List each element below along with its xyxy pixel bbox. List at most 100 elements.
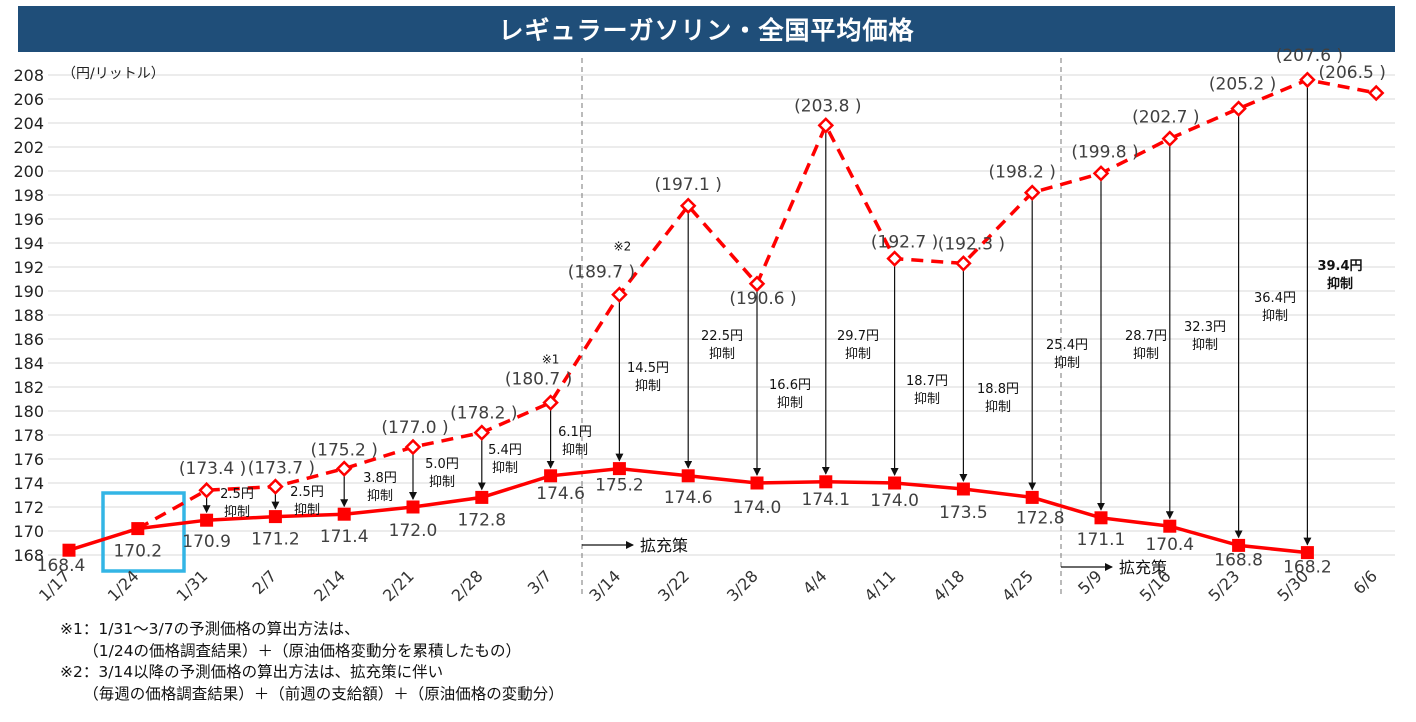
actual-point (62, 543, 76, 557)
suppression-text-label: 抑制 (562, 443, 588, 458)
predicted-point (611, 286, 628, 303)
actual-point (268, 510, 282, 524)
y-tick-label: 202 (13, 138, 44, 157)
y-tick-label: 170 (13, 522, 44, 541)
x-tick-label: 2/21 (379, 566, 418, 605)
predicted-value-label: (198.2 ) (989, 163, 1056, 183)
suppression-amount-label: 18.8円 (977, 382, 1019, 397)
suppression-amount-label: 39.4円 (1317, 259, 1362, 274)
suppression-amount-label: 5.0円 (425, 457, 459, 472)
predicted-point (335, 460, 353, 477)
suppression-text-label: 抑制 (367, 489, 393, 504)
actual-value-label: 168.2 (1283, 558, 1332, 578)
x-tick-label: 6/6 (1349, 566, 1381, 598)
suppression-amount-label: 2.5円 (220, 487, 254, 502)
y-tick-label: 178 (13, 426, 44, 445)
y-tick-label: 204 (13, 114, 44, 133)
suppression-text-label: 抑制 (294, 503, 320, 518)
predicted-point (679, 197, 697, 215)
actual-point (612, 462, 626, 476)
suppression-text-label: 抑制 (635, 379, 661, 394)
predicted-point (267, 478, 284, 495)
predicted-value-label: (205.2 ) (1209, 75, 1276, 95)
y-tick-label: 194 (13, 234, 44, 253)
suppression-text-label: 抑制 (1133, 347, 1159, 362)
predicted-point (1023, 184, 1041, 201)
actual-value-label: 170.2 (113, 542, 162, 562)
suppression-text-label: 抑制 (492, 461, 518, 476)
x-tick-label: 2/7 (249, 566, 281, 598)
suppression-amount-label: 32.3円 (1184, 320, 1226, 335)
footnote-1-line-2: （1/24の価格調査結果）＋（原油価格変動分を累積したもの） (60, 641, 522, 660)
actual-point (956, 482, 970, 496)
actual-value-label: 171.1 (1077, 530, 1126, 550)
actual-point (544, 469, 558, 483)
y-tick-label: 174 (13, 474, 44, 493)
suppression-text-label: 抑制 (1054, 356, 1080, 371)
predicted-value-label: (177.0 ) (381, 418, 448, 438)
suppression-amount-label: 22.5円 (701, 329, 743, 344)
predicted-point (1367, 84, 1385, 102)
actual-point (1300, 546, 1314, 560)
x-tick-label: 3/7 (524, 566, 556, 598)
chart-title-bar: レギュラーガソリン・全国平均価格 (18, 6, 1395, 52)
footnote-2-line-2: （毎週の価格調査結果）＋（前週の支給額）＋（原油価格の変動分） (60, 684, 564, 703)
suppression-amount-label: 18.7円 (906, 374, 948, 389)
price-chart: 168 170 172 174 176 178 180 182 184 186 188 190 192 1… (13, 46, 1395, 605)
y-tick-label: 190 (13, 282, 44, 301)
actual-value-label: 172.8 (1016, 508, 1065, 528)
actual-point (750, 476, 764, 490)
x-tick-label: 3/14 (585, 566, 624, 605)
suppression-amount-label: 25.4円 (1046, 338, 1088, 353)
actual-value-label: 171.4 (320, 527, 369, 547)
predicted-point (1092, 165, 1110, 182)
footnote-1-line-1: ※1：1/31～3/7の予測価格の算出方法は、 (60, 620, 360, 638)
actual-value-label: 168.4 (37, 556, 86, 576)
predicted-point (886, 250, 903, 267)
y-tick-label: 176 (13, 450, 44, 469)
actual-value-label: 172.8 (457, 510, 506, 530)
predicted-point (955, 255, 972, 272)
actual-point (131, 522, 145, 536)
y-tick-label: 196 (13, 210, 44, 229)
predicted-value-label: (207.6 ) (1276, 46, 1343, 66)
footnotes: ※1：1/31～3/7の予測価格の算出方法は、 （1/24の価格調査結果）＋（原… (60, 619, 564, 705)
predicted-point (748, 275, 766, 293)
y-tick-label: 172 (13, 498, 44, 517)
suppression-text-label: 抑制 (224, 505, 250, 520)
y-tick-label: 198 (13, 186, 44, 205)
y-tick-label: 168 (13, 546, 44, 565)
predicted-value-label: (199.8 ) (1071, 142, 1138, 162)
footnote-2-line-1: ※2：3/14以降の予測価格の算出方法は、拡充策に伴い (60, 663, 444, 681)
actual-value-label: 168.8 (1214, 550, 1263, 570)
x-tick-label: 4/4 (799, 566, 831, 598)
actual-point (681, 469, 695, 483)
x-tick-label: 2/14 (310, 566, 349, 605)
predicted-point (1230, 100, 1247, 117)
predicted-value-label: (203.8 ) (794, 96, 861, 116)
actual-point (406, 500, 420, 514)
suppression-text-label: 抑制 (1262, 309, 1288, 324)
suppression-amount-label: 2.5円 (290, 485, 324, 500)
predicted-point (542, 394, 559, 411)
phase-label: 拡充策 (1119, 558, 1167, 577)
suppression-amount-label: 36.4円 (1254, 291, 1296, 306)
suppression-text-label: 抑制 (914, 392, 940, 407)
y-tick-label: 180 (13, 402, 44, 421)
y-tick-label: 188 (13, 306, 44, 325)
predicted-value-label: (202.7 ) (1132, 108, 1199, 128)
suppression-text-label: 抑制 (1327, 276, 1353, 292)
highlight-box (101, 491, 186, 573)
actual-value-label: 175.2 (595, 476, 644, 496)
actual-point (337, 507, 351, 521)
x-tick-label: 3/22 (654, 566, 693, 605)
suppression-amount-label: 6.1円 (558, 425, 592, 440)
x-tick-label: 5/23 (1205, 566, 1244, 605)
predicted-point (473, 424, 491, 441)
y-tick-label: 192 (13, 258, 44, 277)
suppression-amount-label: 29.7円 (837, 329, 879, 344)
suppression-amount-label: 14.5円 (627, 361, 669, 376)
predicted-value-label: (192.7 ) (871, 233, 938, 253)
y-tick-label: 206 (13, 90, 44, 109)
y-axis-unit-label: （円/リットル） (62, 66, 165, 82)
